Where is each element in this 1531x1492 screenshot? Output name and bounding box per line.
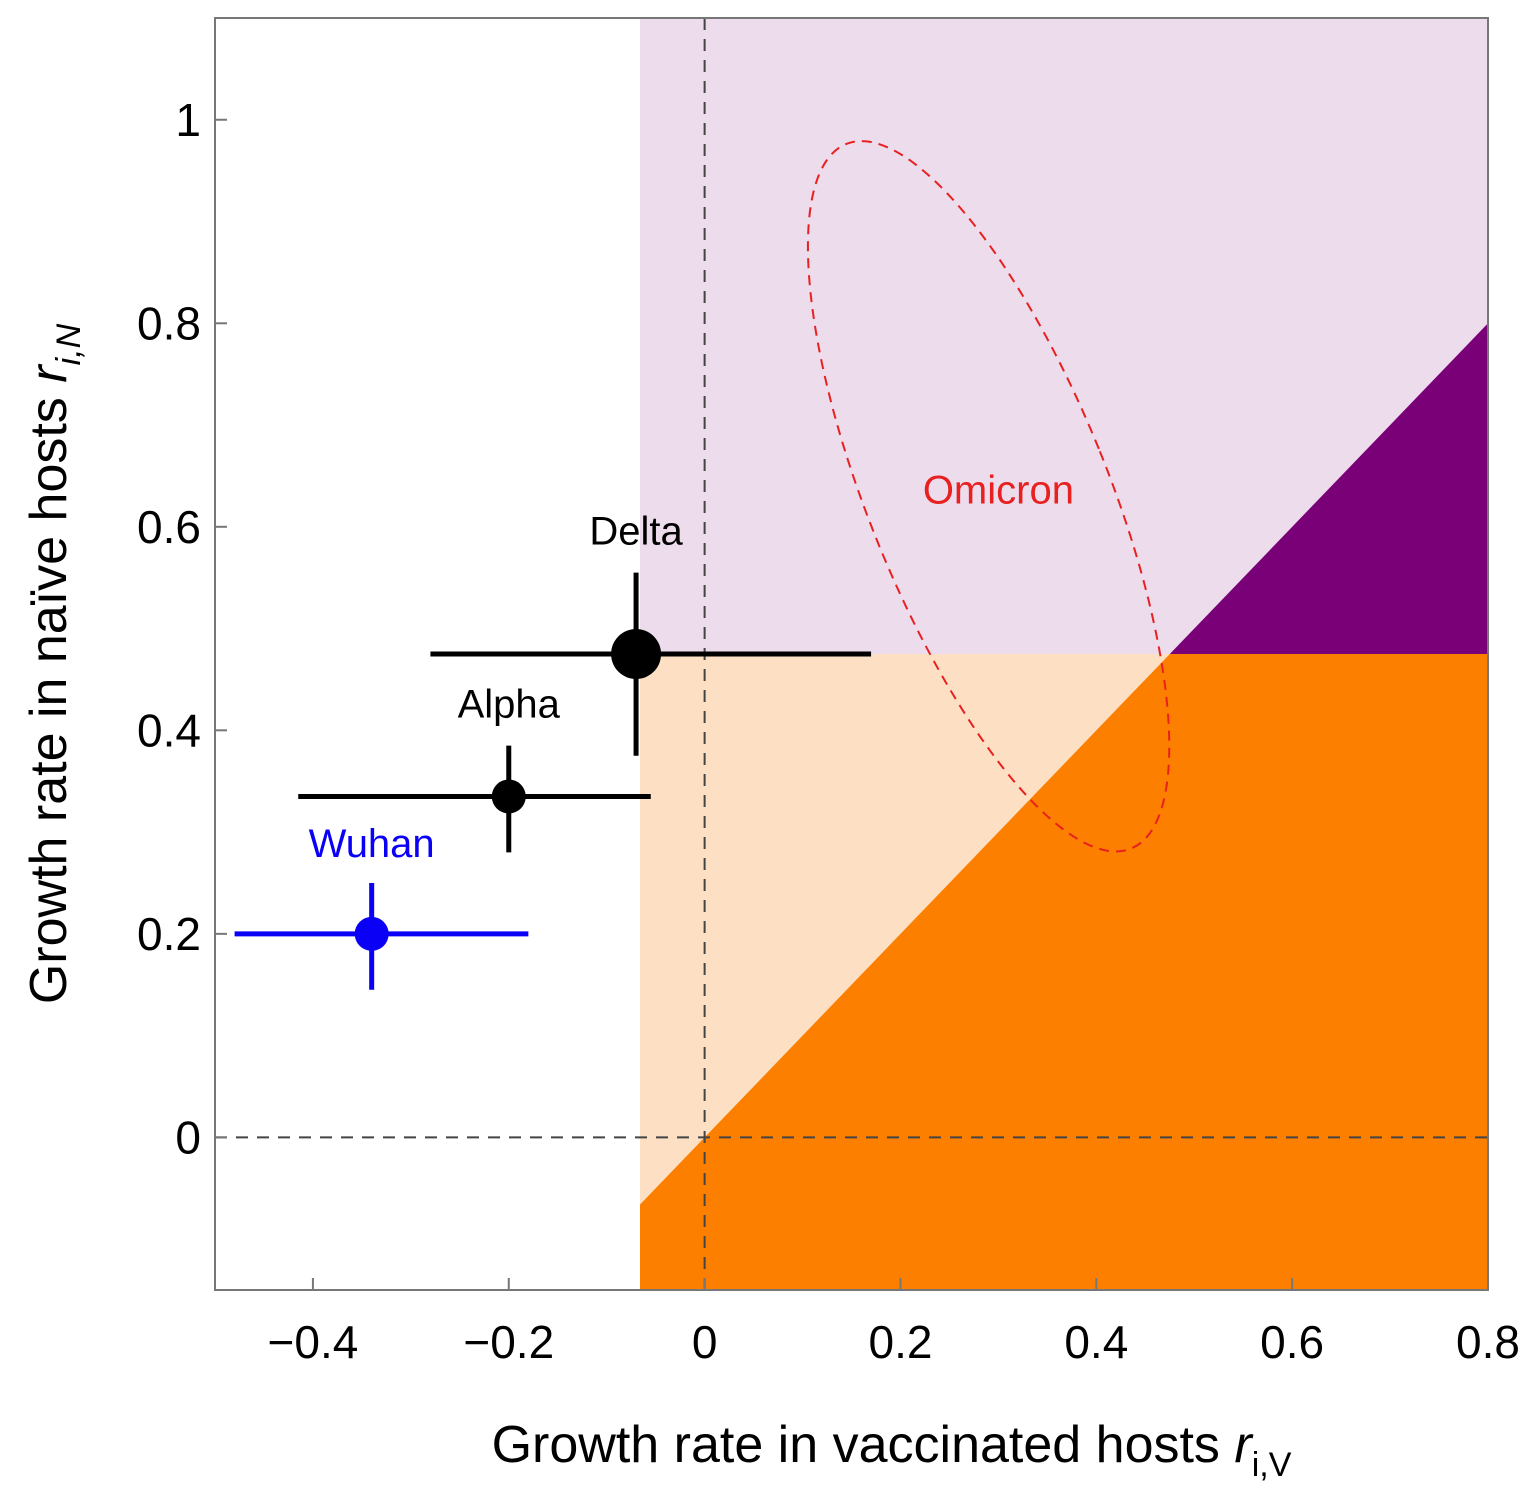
delta-point [611, 629, 662, 679]
alpha-label: Alpha [458, 683, 561, 727]
x-tick-label: 0.4 [1064, 1316, 1128, 1368]
data-points [234, 572, 872, 990]
y-tick-label: 0.2 [137, 908, 201, 960]
y-tick-label: 0.4 [137, 704, 201, 756]
wuhan-point [354, 916, 389, 951]
alpha-point [491, 779, 526, 814]
x-tick-label: −0.2 [463, 1316, 554, 1368]
omicron-ellipse [806, 140, 1171, 853]
y-tick-label: 0.8 [137, 297, 201, 349]
x-axis-title: Growth rate in vaccinated hosts ri,V [492, 1416, 1292, 1484]
omicron-ellipse-group [806, 140, 1171, 853]
delta-label: Delta [589, 510, 683, 554]
x-tick-label: 0 [692, 1316, 718, 1368]
region-upper [640, 18, 1488, 654]
wuhan-label: Wuhan [309, 822, 435, 866]
region-lower-orange [640, 654, 1488, 1290]
plot-frame [214, 17, 1489, 1291]
axis-titles: Growth rate in vaccinated hosts ri,V Grow… [20, 323, 1292, 1484]
point-labels: Wuhan Alpha Delta Omicron [309, 468, 1074, 866]
omicron-label: Omicron [923, 468, 1074, 512]
y-tick-label: 0.6 [137, 501, 201, 553]
region-upper-right-triangle [1169, 323, 1488, 654]
axes: −0.4 −0.2 0 0.2 0.4 0.6 0.8 0 0.2 0.4 0.6 0.8 1 [137, 17, 1520, 1368]
y-axis-title: Growth rate in naïve hosts ri,N [20, 323, 88, 1004]
x-tick-label: 0.6 [1260, 1316, 1324, 1368]
shaded-regions [640, 18, 1488, 1290]
y-tick-label: 0 [175, 1111, 201, 1163]
x-tick-label: 0.8 [1456, 1316, 1520, 1368]
x-tick-label: 0.2 [868, 1316, 932, 1368]
x-tick-label: −0.4 [268, 1316, 359, 1368]
y-tick-label: 1 [175, 94, 201, 146]
